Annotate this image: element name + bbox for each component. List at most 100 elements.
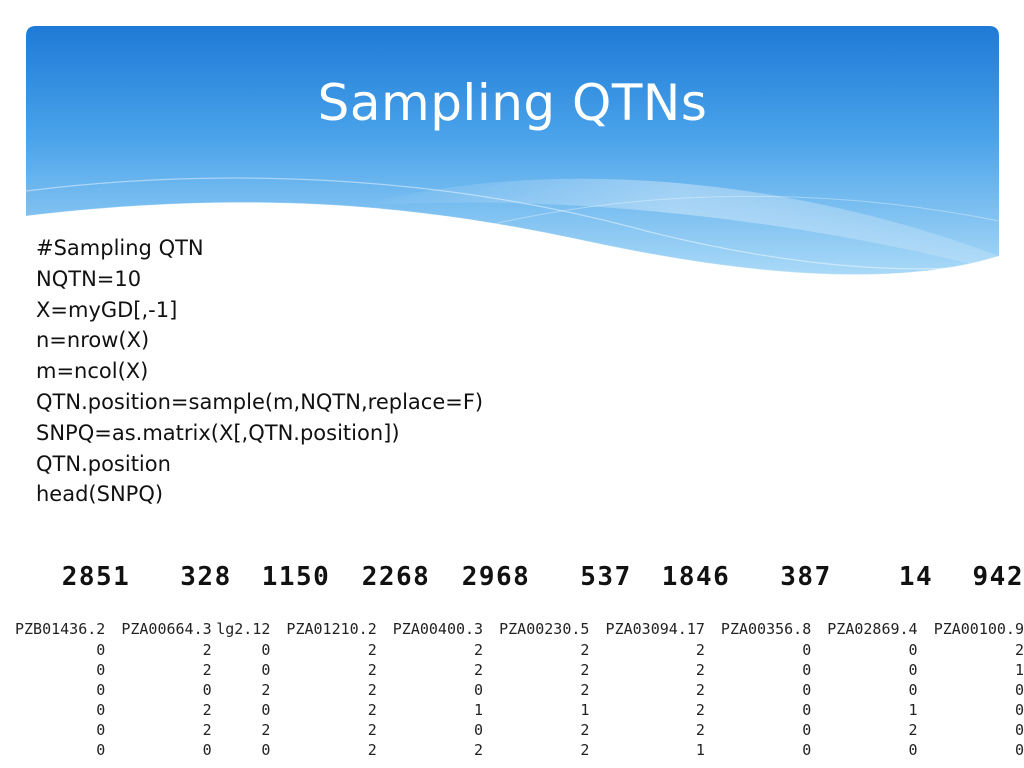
table-cell: 2 (580, 661, 590, 679)
qtn-position-value: 942 (972, 562, 1024, 592)
table-cell: 2 (695, 661, 705, 679)
table-cell: 0 (1014, 741, 1024, 759)
table-cell: 2 (202, 701, 212, 719)
table-cell: 0 (202, 741, 212, 759)
qtn-positions-output: 2851 328 1150 2268 2968 537 1846 387 14 942 (24, 562, 1024, 602)
qtn-position-value: 2851 (61, 562, 131, 592)
table-cell: 2 (367, 681, 377, 699)
table-cell: 2 (261, 721, 271, 739)
code-line: n=nrow(X) (36, 328, 150, 353)
table-column-header: PZA00100.9 (933, 620, 1024, 638)
table-cell: 1 (1014, 661, 1024, 679)
qtn-position-value: 1150 (261, 562, 331, 592)
table-cell: 2 (580, 641, 590, 659)
table-cell: 0 (261, 741, 271, 759)
table-cell: 2 (1014, 641, 1024, 659)
table-cell: 0 (261, 701, 271, 719)
table-cell: 0 (908, 741, 918, 759)
table-header-row: PZB01436.2 PZA00664.3 lg2.12 PZA01210.2 PZA0… (2, 619, 1024, 640)
table-row: 0 2 0 2 2 2 2 0 0 2 (2, 640, 1024, 660)
table-cell: 2 (580, 721, 590, 739)
table-cell: 1 (695, 741, 705, 759)
code-line: #Sampling QTN (36, 236, 204, 260)
table-cell: 0 (474, 721, 484, 739)
table-cell: 2 (367, 721, 377, 739)
table-cell: 0 (1014, 721, 1024, 739)
table-cell: 0 (261, 661, 271, 679)
slide-title: Sampling QTNs (317, 74, 708, 132)
table-cell: 2 (580, 681, 590, 699)
table-cell: 0 (802, 721, 812, 739)
code-line: NQTN=10 (36, 266, 142, 291)
table-column-header: PZA03094.17 (605, 620, 705, 638)
qtn-position-value: 2268 (361, 562, 431, 592)
table-cell: 1 (474, 701, 484, 719)
table-cell: 2 (202, 641, 212, 659)
table-cell: 0 (908, 681, 918, 699)
code-line: head(SNPQ) (36, 482, 164, 507)
table-column-header: lg2.12 (216, 620, 271, 638)
table-cell: 2 (908, 721, 918, 739)
code-line: QTN.position=sample(m,NQTN,replace=F) (36, 389, 484, 414)
table-cell: 0 (96, 741, 106, 759)
table-cell: 2 (474, 641, 484, 659)
table-cell: 0 (908, 661, 918, 679)
code-line: QTN.position (36, 451, 171, 476)
table-cell: 2 (202, 661, 212, 679)
table-cell: 0 (261, 641, 271, 659)
snpq-table: PZB01436.2 PZA00664.3 lg2.12 PZA01210.2 PZA0… (2, 619, 1024, 760)
banner-background (26, 26, 999, 276)
table-cell: 2 (367, 701, 377, 719)
table-cell: 2 (367, 741, 377, 759)
table-cell: 0 (96, 721, 106, 739)
table-cell: 0 (96, 641, 106, 659)
table-column-header: PZA00230.5 (499, 620, 590, 638)
table-column-header: PZB01436.2 (15, 620, 106, 638)
table-cell: 1 (580, 701, 590, 719)
table-column-header: PZA00400.3 (392, 620, 484, 638)
table-cell: 1 (908, 701, 918, 719)
table-cell: 2 (695, 641, 705, 659)
table-row: 0 0 0 2 2 2 1 0 0 0 (2, 740, 1024, 760)
table-cell: 0 (908, 641, 918, 659)
table-cell: 0 (1014, 701, 1024, 719)
table-column-header: PZA00664.3 (121, 620, 212, 638)
table-cell: 2 (695, 701, 705, 719)
qtn-position-value: 2968 (461, 562, 531, 592)
table-cell: 0 (802, 741, 812, 759)
code-line: X=myGD[,-1] (36, 297, 178, 322)
table-cell: 0 (1014, 681, 1024, 699)
qtn-position-value: 387 (780, 562, 832, 592)
qtn-position-value: 537 (580, 562, 632, 592)
table-column-header: PZA01210.2 (286, 620, 377, 638)
table-cell: 2 (474, 741, 484, 759)
table-cell: 2 (580, 741, 590, 759)
code-line: SNPQ=as.matrix(X[,QTN.position]) (36, 420, 400, 445)
table-cell: 2 (261, 681, 271, 699)
qtn-position-value: 1846 (661, 562, 731, 592)
table-cell: 0 (802, 641, 812, 659)
table-cell: 0 (802, 681, 812, 699)
table-cell: 0 (474, 681, 484, 699)
qtn-position-value: 14 (898, 562, 934, 592)
table-row: 0 2 0 2 2 2 2 0 0 1 (2, 660, 1024, 680)
table-cell: 0 (96, 661, 106, 679)
qtn-position-value: 328 (180, 562, 232, 592)
table-cell: 2 (474, 661, 484, 679)
table-cell: 0 (96, 681, 106, 699)
table-cell: 0 (202, 681, 212, 699)
table-column-header: PZA02869.4 (827, 620, 918, 638)
table-cell: 0 (802, 701, 812, 719)
table-column-header: PZA00356.8 (720, 620, 812, 638)
table-cell: 2 (367, 641, 377, 659)
code-line: m=ncol(X) (36, 359, 149, 384)
table-cell: 0 (802, 661, 812, 679)
table-cell: 2 (695, 721, 705, 739)
table-cell: 0 (96, 701, 106, 719)
title-banner (26, 26, 999, 286)
code-block: #Sampling QTN NQTN=10 X=myGD[,-1] n=nrow(X)… (36, 233, 483, 510)
table-cell: 2 (367, 661, 377, 679)
table-row: 0 0 2 2 0 2 2 0 0 0 (2, 680, 1024, 700)
table-row: 0 2 0 2 1 1 2 0 1 0 (2, 700, 1024, 720)
table-cell: 2 (202, 721, 212, 739)
